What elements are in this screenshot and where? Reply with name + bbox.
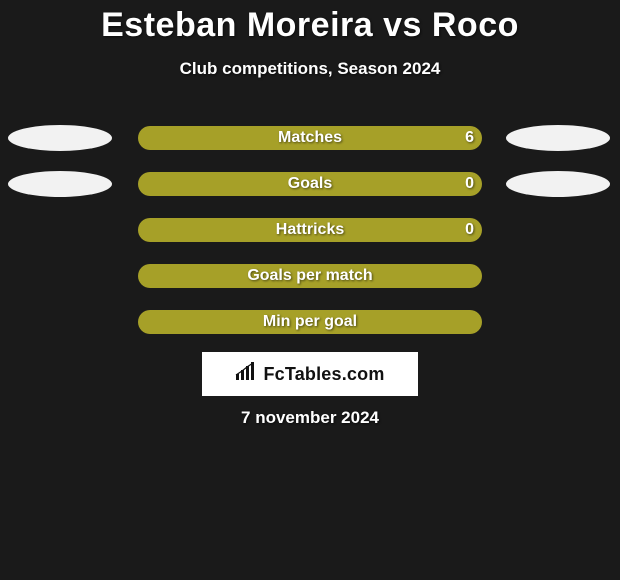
snapshot-date: 7 november 2024 [0,408,620,428]
page-title: Esteban Moreira vs Roco [0,0,620,45]
source-logo: FcTables.com [202,352,418,396]
stat-label: Min per goal [263,313,357,331]
stat-row-goals: Goals 0 [0,168,620,214]
page-subtitle: Club competitions, Season 2024 [0,59,620,79]
stat-label: Hattricks [276,221,344,239]
stat-bar: Matches 6 [138,126,482,150]
left-ellipse [8,171,112,197]
stat-value-right: 6 [465,129,474,147]
stat-row-hattricks: Hattricks 0 [0,214,620,260]
stat-value-right: 0 [465,175,474,193]
stat-rows: Matches 6 Goals 0 Hattricks 0 Goals [0,122,620,352]
right-ellipse [506,125,610,151]
stat-bar: Min per goal [138,310,482,334]
stat-value-right: 0 [465,221,474,239]
stat-label: Goals per match [247,267,372,285]
comparison-infographic: Esteban Moreira vs Roco Club competition… [0,0,620,580]
stat-bar: Goals per match [138,264,482,288]
stat-bar: Hattricks 0 [138,218,482,242]
stat-row-goals-per-match: Goals per match [0,260,620,306]
stat-bar: Goals 0 [138,172,482,196]
stat-row-matches: Matches 6 [0,122,620,168]
stat-label: Matches [278,129,342,147]
left-ellipse [8,125,112,151]
stat-label: Goals [288,175,332,193]
right-ellipse [506,171,610,197]
barchart-icon [235,362,257,387]
stat-row-min-per-goal: Min per goal [0,306,620,352]
source-logo-text: FcTables.com [263,364,384,385]
